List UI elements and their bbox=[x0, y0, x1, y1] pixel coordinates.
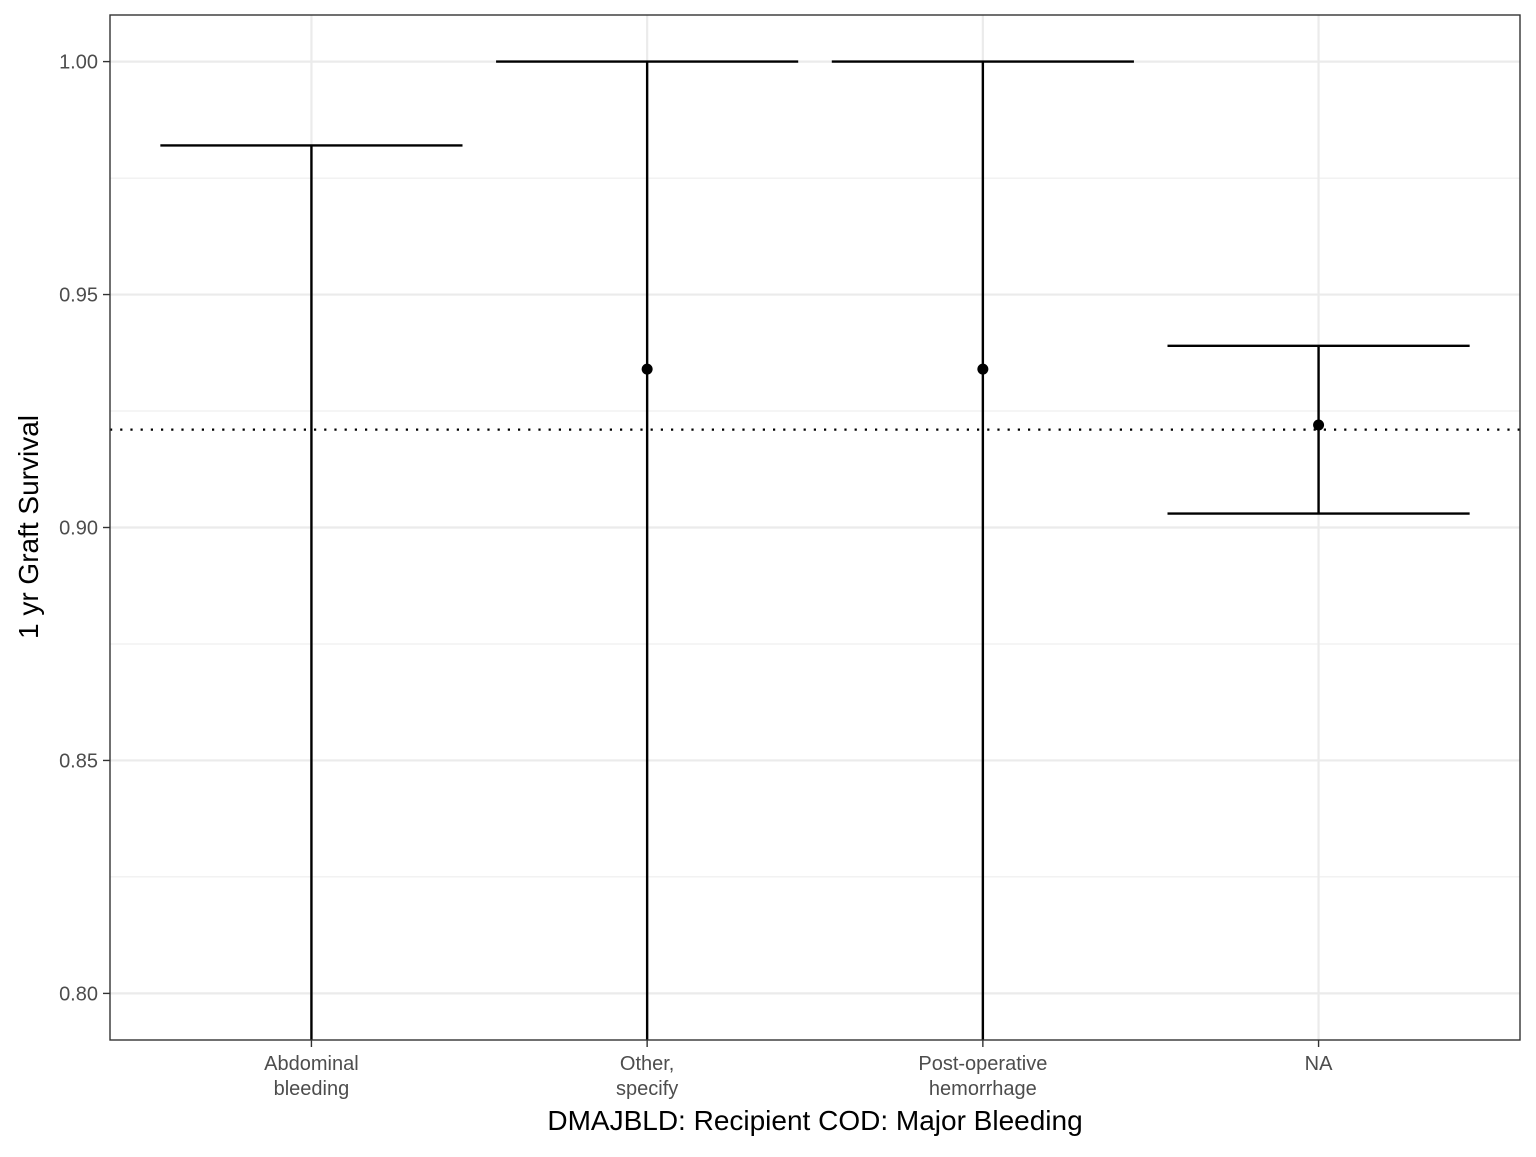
x-axis-title: DMAJBLD: Recipient COD: Major Bleeding bbox=[547, 1105, 1082, 1136]
x-tick-label-line: specify bbox=[616, 1078, 678, 1100]
estimate-point bbox=[641, 363, 653, 375]
x-tick-label-line: Post-operative bbox=[918, 1053, 1047, 1075]
x-tick-label-line: Abdominal bbox=[264, 1053, 359, 1075]
y-tick-label: 0.80 bbox=[59, 983, 98, 1005]
estimate-point bbox=[1313, 419, 1325, 431]
x-tick-label-line: bleeding bbox=[274, 1078, 350, 1100]
axis-layer: 0.80 0.85 0.90 0.95 1.00 Abdominal bleeding Oth… bbox=[59, 52, 1333, 1100]
y-axis-title: 1 yr Graft Survival bbox=[13, 415, 44, 639]
x-tick-label-line: hemorrhage bbox=[929, 1078, 1037, 1100]
y-tick-label: 0.85 bbox=[59, 750, 98, 772]
mark-layer bbox=[160, 60, 1470, 1040]
y-tick-label: 1.00 bbox=[59, 52, 98, 74]
y-tick-label: 0.95 bbox=[59, 285, 98, 307]
estimate-point bbox=[977, 363, 989, 375]
x-tick-label-line: Other, bbox=[620, 1053, 674, 1075]
y-tick-label: 0.90 bbox=[59, 518, 98, 540]
x-tick-label: NA bbox=[1305, 1053, 1333, 1075]
x-tick-label-line: NA bbox=[1305, 1053, 1333, 1075]
x-tick-label: Post-operative hemorrhage bbox=[918, 1053, 1047, 1100]
x-tick-label: Abdominal bleeding bbox=[264, 1053, 359, 1100]
x-tick-label: Other, specify bbox=[616, 1053, 678, 1100]
